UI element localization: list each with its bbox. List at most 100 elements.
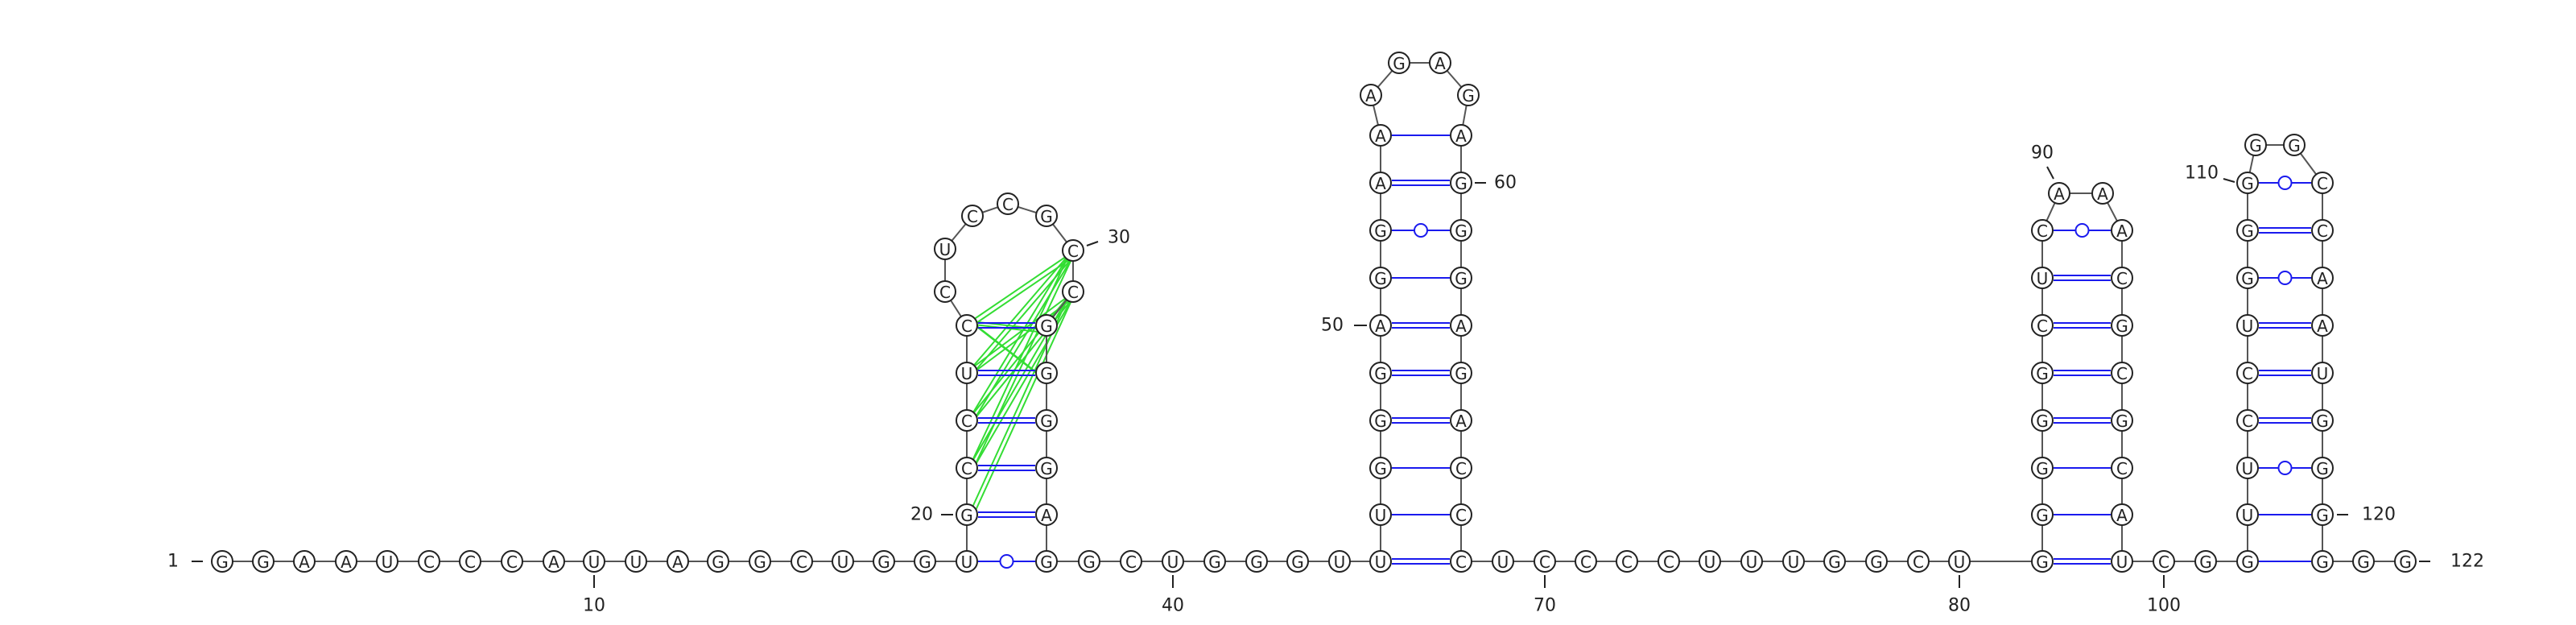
nucleotide: C [1062, 280, 1084, 303]
nucleotide-letter: C [2037, 317, 2048, 336]
nucleotide: G [2311, 457, 2334, 479]
nucleotide-letter: G [257, 553, 270, 572]
nucleotide-letter: U [1497, 553, 1509, 572]
nucleotide-letter: G [2199, 553, 2212, 572]
nucleotide: G [2031, 457, 2054, 479]
wobble-pair-marker [2277, 461, 2293, 475]
nucleotide-letter: G [960, 506, 973, 525]
nucleotide: G [1286, 550, 1309, 573]
nucleotide-letter: A [548, 553, 559, 572]
nucleotide-letter: G [2288, 136, 2301, 155]
nucleotide-letter: G [877, 553, 890, 572]
nucleotide: C [2311, 172, 2334, 194]
nucleotide: C [418, 550, 440, 573]
nucleotide: U [2236, 503, 2259, 526]
nucleotide-letter: C [1455, 553, 1467, 572]
nucleotide-letter: C [967, 207, 978, 226]
nucleotide-letter: U [961, 553, 973, 572]
nucleotide: U [934, 238, 956, 260]
nucleotide-letter: G [2036, 364, 2049, 383]
nucleotide: G [1078, 550, 1100, 573]
nucleotide-letter: C [1621, 553, 1633, 572]
nucleotide: G [1035, 362, 1058, 384]
nucleotide-letter: C [2158, 553, 2169, 572]
position-number: 100 [2147, 596, 2181, 616]
nucleotide-letter: C [961, 459, 972, 478]
nucleotide: G [2111, 409, 2133, 432]
nucleotide-letter: U [588, 553, 601, 572]
nucleotide-letter: U [961, 364, 973, 383]
nucleotide: G [2031, 409, 2054, 432]
base-pair-connections [978, 135, 2311, 569]
position-number: 70 [1534, 596, 1556, 616]
nucleotide: C [2153, 550, 2175, 573]
nucleotide-letter: A [672, 553, 683, 572]
position-number: 120 [2362, 505, 2396, 525]
nucleotide-letter: G [2116, 317, 2128, 336]
nucleotide: G [914, 550, 936, 573]
nucleotide: C [956, 457, 978, 479]
nucleotide: C [2031, 219, 2054, 242]
nucleotide: U [1699, 550, 1721, 573]
position-number: 10 [583, 596, 605, 616]
nucleotide-letter: U [837, 553, 849, 572]
nucleotide-letter: G [1455, 221, 1468, 241]
nucleotide-letter: A [2116, 221, 2128, 241]
nucleotide: G [749, 550, 771, 573]
nucleotide-letter: G [1040, 207, 1053, 226]
nucleotide: G [1450, 267, 1472, 289]
wobble-pair-marker [1414, 223, 1428, 238]
nucleotide-letter: G [2316, 506, 2329, 525]
nucleotide-letter: G [1250, 553, 1263, 572]
position-number: 122 [2450, 552, 2484, 572]
nucleotide: G [2236, 172, 2259, 194]
nucleotide: A [2311, 314, 2334, 337]
nucleotide: G [2311, 503, 2334, 526]
nucleotide-letter: G [2241, 553, 2254, 572]
nucleotide-letter: U [2116, 553, 2128, 572]
nucleotide: G [2236, 550, 2259, 573]
nucleotide: C [1450, 457, 1472, 479]
nucleotide-letter: U [939, 240, 952, 259]
nucleotide: C [459, 550, 481, 573]
nucleotide: G [2394, 550, 2417, 573]
pseudoknot-line [973, 257, 1073, 325]
nucleotide-letter: C [939, 283, 951, 302]
nucleotide-letter: G [1374, 364, 1387, 383]
nucleotide: G [2194, 550, 2217, 573]
nucleotide: U [2236, 314, 2259, 337]
nucleotide-letter: G [1040, 364, 1053, 383]
position-number: 90 [2031, 143, 2054, 163]
pseudoknot-line [970, 295, 1070, 417]
nucleotide: C [1450, 503, 1472, 526]
nucleotide: G [1035, 550, 1058, 573]
nucleotide: C [791, 550, 813, 573]
nucleotide: A [1450, 124, 1472, 147]
nucleotide: U [376, 550, 398, 573]
position-tick [2223, 178, 2235, 183]
nucleotide-letter: C [506, 553, 518, 572]
nucleotide: A [1450, 314, 1472, 337]
nucleotide: U [583, 550, 605, 573]
nucleotide-letter: G [2316, 553, 2329, 572]
nucleotide: A [667, 550, 689, 573]
nucleotide: C [1575, 550, 1597, 573]
nucleotide: G [1450, 172, 1472, 194]
nucleotide: G [2244, 134, 2267, 156]
nucleotide: A [335, 550, 357, 573]
nucleotide-letter: U [382, 553, 394, 572]
nucleotide-letter: U [2242, 506, 2254, 525]
nucleotide-letter: U [1375, 506, 1387, 525]
nucleotide: C [2111, 457, 2133, 479]
nucleotide: G [1203, 550, 1226, 573]
nucleotide-letter: C [2317, 221, 2328, 241]
nucleotide: A [2091, 182, 2114, 205]
nucleotide-letter: G [2399, 553, 2412, 572]
nucleotide: U [956, 550, 978, 573]
position-number: 80 [1948, 596, 1971, 616]
nucleotide: G [2311, 550, 2334, 573]
nucleotide: U [2311, 362, 2334, 384]
nucleotide: G [2352, 550, 2375, 573]
nucleotide: C [997, 192, 1019, 215]
